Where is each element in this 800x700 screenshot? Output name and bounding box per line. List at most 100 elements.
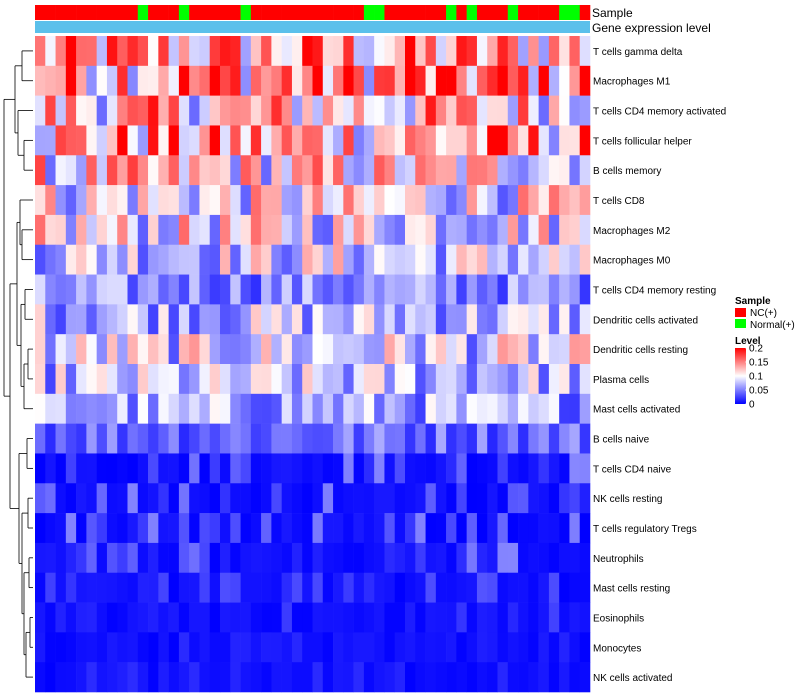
heatmap-cell: [446, 364, 457, 395]
heatmap-cell: [117, 65, 128, 96]
heatmap-cell: [538, 393, 550, 424]
heatmap-cell: [333, 572, 344, 603]
heatmap-cell: [405, 483, 416, 514]
heatmap-cell: [384, 364, 396, 395]
heatmap-cell: [446, 423, 457, 454]
heatmap-cell: [435, 572, 447, 603]
heatmap-cell: [476, 65, 488, 96]
heatmap-cell: [65, 304, 77, 335]
heatmap-cell: [353, 453, 365, 484]
heatmap-cell: [76, 334, 87, 365]
heatmap-cell: [559, 274, 570, 305]
heatmap-cell: [291, 632, 303, 663]
heatmap-cell: [579, 95, 591, 126]
heatmap-cell: [65, 542, 77, 574]
heatmap-cell: [394, 185, 406, 216]
heatmap-cell: [487, 304, 498, 335]
heatmap-cell: [312, 304, 324, 335]
sample-annotation-cell: [250, 5, 262, 20]
expression-level-track: [35, 21, 590, 33]
heatmap-cell: [425, 364, 437, 395]
heatmap-cell: [384, 662, 396, 693]
heatmap-cell: [353, 95, 365, 126]
heatmap-cell: [148, 65, 159, 96]
heatmap-cell: [35, 572, 46, 603]
heatmap-cell: [343, 125, 354, 156]
heatmap-cell: [250, 513, 262, 544]
heatmap-cell: [538, 95, 550, 126]
heatmap-cell: [35, 274, 46, 305]
heatmap-cell: [312, 244, 324, 275]
heatmap-cell: [456, 155, 467, 186]
heatmap-cell: [487, 572, 498, 603]
heatmap-cell: [86, 423, 97, 454]
heatmap-cell: [518, 304, 529, 335]
heatmap-cell: [363, 364, 375, 395]
heatmap-cell: [127, 334, 139, 365]
heatmap-cell: [343, 513, 354, 544]
heatmap-cell: [96, 95, 108, 126]
sample-annotation-cell: [528, 5, 539, 20]
heatmap-cell: [45, 423, 56, 454]
heatmap-cell: [65, 453, 77, 484]
heatmap-cell: [220, 632, 231, 663]
heatmap-cell: [559, 513, 570, 544]
heatmap-cell: [178, 632, 190, 663]
heatmap-cell: [322, 36, 334, 67]
heatmap-cell: [117, 36, 128, 67]
heatmap-cell: [148, 214, 159, 246]
heatmap-cell: [353, 214, 365, 246]
heatmap-cell: [518, 334, 529, 365]
heatmap-cell: [579, 423, 591, 454]
sample-annotation-cell: [579, 5, 591, 20]
heatmap-cell: [76, 542, 87, 574]
heatmap-cell: [220, 602, 231, 633]
heatmap-cell: [127, 65, 139, 96]
heatmap-cell: [271, 453, 282, 484]
heatmap-cell: [281, 304, 293, 335]
heatmap-cell: [199, 393, 211, 424]
heatmap-cell: [446, 513, 457, 544]
heatmap-cell: [415, 393, 426, 424]
heatmap-cell: [261, 513, 272, 544]
heatmap-cell: [137, 602, 149, 633]
heatmap-cell: [374, 65, 385, 96]
heatmap-cell: [333, 453, 344, 484]
heatmap-cell: [230, 36, 241, 67]
heatmap-cell: [518, 125, 529, 156]
heatmap-cell: [476, 513, 488, 544]
heatmap-cell: [137, 572, 149, 603]
heatmap-cell: [55, 483, 67, 514]
heatmap-cell: [76, 662, 87, 693]
heatmap-cell: [333, 214, 344, 246]
heatmap-cell: [189, 185, 200, 216]
heatmap-cell: [374, 185, 385, 216]
heatmap-cell: [374, 393, 385, 424]
heatmap-cell: [302, 602, 313, 633]
heatmap-cell: [55, 632, 67, 663]
heatmap-cell: [518, 185, 529, 216]
heatmap-cell: [374, 662, 385, 693]
heatmap-cell: [45, 214, 56, 246]
heatmap-cell: [446, 662, 457, 693]
heatmap-cell: [466, 542, 478, 574]
heatmap-cell: [466, 602, 478, 633]
sample-annotation-cell: [240, 5, 252, 20]
heatmap-cell: [425, 125, 437, 156]
heatmap-cell: [435, 364, 447, 395]
heatmap-cell: [333, 632, 344, 663]
heatmap-cell: [466, 483, 478, 514]
heatmap-cell: [466, 304, 478, 335]
heatmap-cell: [240, 423, 252, 454]
heatmap-cell: [322, 602, 334, 633]
heatmap-cell: [456, 602, 467, 633]
heatmap-cell: [96, 602, 108, 633]
heatmap-cell: [548, 334, 560, 365]
heatmap-cell: [353, 155, 365, 186]
heatmap-cell: [76, 423, 87, 454]
heatmap-cell: [158, 95, 169, 126]
heatmap-cell: [548, 572, 560, 603]
heatmap-cell: [209, 602, 221, 633]
heatmap-cell: [559, 572, 570, 603]
heatmap-cell: [528, 214, 539, 246]
